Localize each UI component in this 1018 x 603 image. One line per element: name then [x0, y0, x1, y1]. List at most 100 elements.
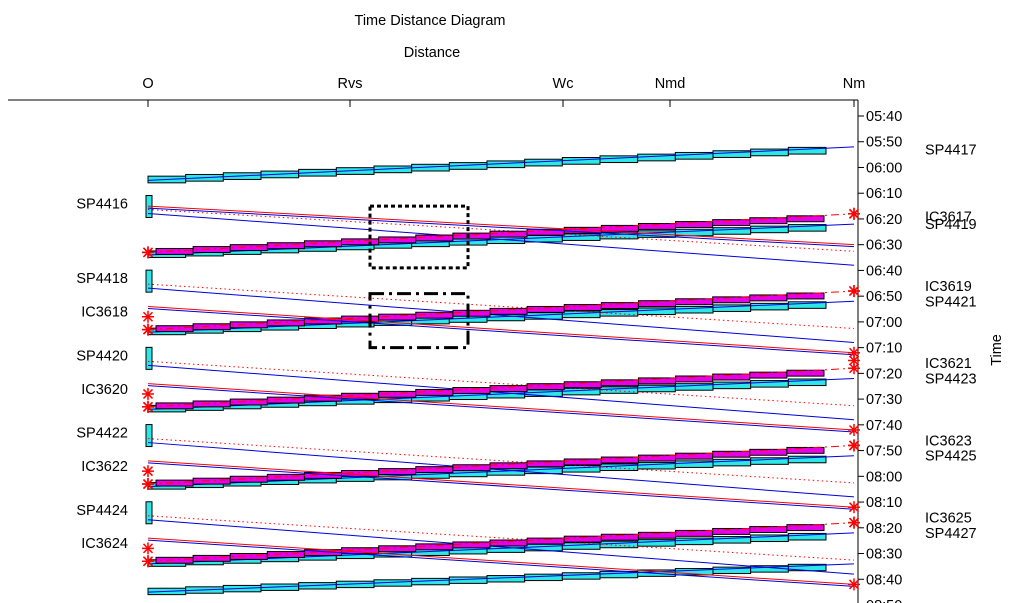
y-tick-label: 08:30	[866, 547, 902, 563]
x-tick-label: Nmd	[655, 76, 686, 92]
sp-odd-block	[787, 532, 827, 541]
ic-odd-block	[489, 230, 528, 238]
y-tick-label: 05:40	[866, 109, 902, 125]
train-label-right: IC3625	[925, 510, 972, 526]
ic-even-plan-line	[147, 207, 855, 248]
sp-odd-line	[147, 146, 855, 181]
ic-odd-block	[786, 215, 825, 223]
ic-odd-block	[229, 552, 268, 560]
ic-odd-block	[415, 466, 454, 474]
sp-even-line	[147, 442, 855, 498]
sp-odd-block	[561, 542, 601, 550]
marker-stroke	[848, 208, 860, 219]
marker-stroke	[142, 543, 154, 554]
extra-marker	[848, 501, 860, 514]
train-label-right: SP4421	[925, 294, 977, 310]
ic-odd-block	[192, 323, 231, 331]
sp-odd-block	[561, 310, 601, 319]
y-tick-label: 07:00	[866, 315, 902, 331]
chart-marks: O Rvs Wc Nmd Nm 05:40 05:50 06:00 06:10 06:20 06:3…	[76, 76, 976, 603]
ic-odd-block	[266, 473, 305, 481]
ic-odd-block	[415, 234, 454, 242]
sp-even-dotted	[147, 515, 855, 561]
train-label-right: IC3619	[925, 279, 972, 295]
sp-odd-block	[787, 455, 827, 464]
marker-stroke	[848, 579, 860, 590]
ic-odd-block	[526, 305, 565, 313]
extra-marker	[848, 423, 860, 436]
ic-odd-block	[489, 539, 528, 547]
sp-even-dotted	[147, 438, 855, 484]
y-tick-label: 07:50	[866, 444, 902, 460]
ic-even-line	[147, 383, 855, 431]
marker-stroke	[142, 311, 154, 322]
train-label-left: IC3624	[81, 536, 128, 552]
x-tick-label: Nm	[843, 76, 866, 92]
train-label-left: SP4420	[76, 348, 128, 364]
ic-odd-block	[192, 554, 231, 562]
ic-odd-block	[229, 398, 268, 406]
ic-odd-block	[526, 537, 565, 545]
ic-odd-block	[749, 217, 788, 225]
y-axis-label: Time	[989, 334, 1005, 366]
train-label-left: SP4416	[76, 197, 128, 213]
ic-odd-block	[266, 319, 305, 327]
ic-odd-block	[749, 294, 788, 302]
y-tick-label: 07:10	[866, 341, 902, 357]
ic-even-plan-line	[147, 539, 855, 587]
train-label-right: SP4417	[925, 142, 977, 158]
sp-even-dotted	[147, 360, 855, 407]
ic-odd-line	[147, 213, 855, 253]
sp-odd-block	[599, 155, 639, 164]
y-tick-label: 06:40	[866, 263, 902, 279]
extra-marker	[848, 578, 860, 591]
train-label-right: SP4419	[925, 217, 977, 233]
extra-marker	[848, 207, 860, 220]
train-label-right: IC3617	[925, 209, 972, 225]
marker-stroke	[848, 517, 860, 528]
ic-odd-block	[489, 307, 528, 315]
marker-stroke	[142, 324, 154, 335]
ic-odd-block	[786, 446, 825, 454]
y-tick-label: 06:50	[866, 289, 902, 305]
y-tick-label: 07:40	[866, 418, 902, 434]
extra-marker	[142, 310, 154, 323]
extra-marker	[848, 516, 860, 529]
ic-even-line	[147, 460, 855, 508]
sp-even-line	[147, 519, 855, 575]
ic-odd-block	[415, 388, 454, 396]
sp-even-dotted	[147, 209, 855, 252]
marker-stroke	[848, 347, 860, 358]
sp-odd-block	[561, 387, 601, 396]
ic-odd-block	[415, 543, 454, 551]
sp-even-line	[147, 287, 855, 343]
ic-odd-block	[266, 396, 305, 404]
ic-odd-block	[712, 373, 751, 381]
ic-odd-block	[712, 450, 751, 458]
marker-stroke	[848, 285, 860, 297]
ic-odd-block	[749, 448, 788, 456]
x-axis-label: Distance	[404, 45, 460, 61]
marker-stroke	[142, 388, 154, 399]
train-label-right: SP4427	[925, 526, 977, 542]
extra-marker	[848, 285, 860, 298]
ic-odd-block	[712, 527, 751, 535]
marker-stroke	[142, 556, 154, 567]
train-label-left: SP4418	[76, 271, 128, 287]
ic-odd-block	[229, 475, 268, 483]
y-tick-label: 08:10	[866, 495, 902, 511]
ic-odd-block	[415, 311, 454, 319]
ic-odd-block	[526, 460, 565, 468]
ic-odd-line	[147, 444, 855, 485]
ic-odd-block	[749, 526, 788, 533]
y-tick-label: 08:00	[866, 469, 902, 485]
sp-odd-block	[787, 378, 827, 387]
ic-odd-block	[192, 400, 231, 408]
x-tick-label: O	[142, 76, 153, 92]
ic-odd-block	[786, 369, 825, 377]
y-tick-label: 06:30	[866, 238, 902, 254]
x-tick-label: Wc	[553, 76, 574, 92]
train-label-left: SP4424	[76, 503, 128, 519]
extra-marker	[142, 387, 154, 400]
